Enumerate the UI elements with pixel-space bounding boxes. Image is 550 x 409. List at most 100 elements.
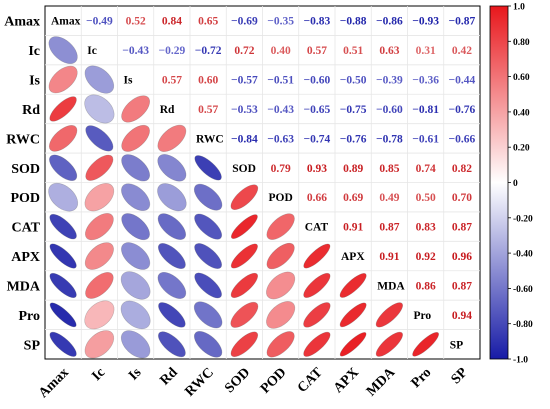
corr-ellipse	[157, 183, 187, 212]
coef-label: −0.39	[376, 75, 403, 87]
col-label-mda: MDA	[364, 365, 399, 400]
coef-label: 0.91	[379, 251, 399, 263]
colorbar-tick-label: 1.0	[513, 3, 525, 13]
diagonal-label-is: Is	[124, 75, 133, 87]
corr-ellipse	[375, 331, 403, 357]
coef-label: 0.74	[416, 163, 436, 175]
coef-label: 0.70	[452, 192, 472, 204]
corr-ellipse	[194, 331, 223, 358]
coef-label: 0.83	[416, 222, 436, 234]
coef-label: 0.52	[126, 16, 146, 28]
corr-ellipse	[157, 124, 187, 152]
coef-label: −0.84	[231, 133, 258, 145]
coef-label: 0.84	[162, 16, 182, 28]
colorbar-tick-label: -1.0	[513, 356, 528, 366]
corr-ellipse	[303, 272, 331, 298]
col-label-amax: Amax	[36, 365, 72, 401]
corr-ellipse	[375, 302, 403, 328]
corr-ellipse	[194, 272, 222, 299]
coef-label: 0.63	[379, 45, 399, 57]
corr-ellipse	[85, 213, 114, 241]
diagonal-label-apx: APX	[341, 251, 365, 263]
row-label-mda: MDA	[7, 279, 41, 294]
coef-label: 0.57	[162, 75, 182, 87]
col-label-sp: SP	[449, 365, 471, 387]
coef-label: 0.51	[343, 45, 363, 57]
coef-label: −0.43	[122, 45, 149, 57]
col-label-pro: Pro	[409, 365, 435, 391]
coef-label: 0.49	[379, 192, 399, 204]
corr-ellipse	[158, 331, 186, 358]
coef-label: −0.65	[304, 104, 331, 116]
corr-ellipse	[49, 154, 78, 181]
coef-label: −0.87	[449, 16, 476, 28]
corr-ellipse	[85, 272, 114, 299]
diagonal-label-cat: CAT	[305, 222, 329, 234]
corr-ellipse	[157, 243, 186, 269]
corr-ellipse	[266, 271, 296, 300]
coef-label: 0.93	[307, 163, 327, 175]
coef-label: 0.87	[379, 222, 399, 234]
corr-ellipse	[48, 65, 78, 94]
diagonal-label-ic: Ic	[87, 45, 97, 57]
coef-label: −0.63	[267, 133, 294, 145]
coef-label: −0.60	[376, 104, 403, 116]
corr-ellipse	[303, 243, 331, 269]
corr-ellipse	[121, 183, 151, 211]
coef-label: 0.57	[307, 45, 327, 57]
corr-ellipse	[194, 213, 223, 240]
coef-label: 0.87	[452, 222, 472, 234]
row-label-rd: Rd	[22, 103, 40, 118]
corr-ellipse	[303, 331, 331, 357]
corr-ellipse	[303, 302, 331, 328]
coef-label: −0.78	[376, 133, 403, 145]
coef-label: −0.60	[304, 75, 331, 87]
col-label-is: Is	[126, 365, 145, 384]
diagonal-label-sp: SP	[450, 339, 463, 351]
corr-ellipse	[266, 301, 296, 329]
coef-label: −0.69	[231, 16, 258, 28]
corr-ellipse	[193, 183, 223, 211]
coef-label: 0.94	[452, 310, 472, 322]
corr-ellipse	[120, 330, 151, 359]
row-label-ic: Ic	[28, 44, 40, 59]
corr-ellipse	[48, 182, 79, 212]
corr-ellipse	[339, 273, 367, 298]
coef-label: −0.66	[449, 133, 476, 145]
colorbar-tick-label: 0.60	[513, 73, 530, 83]
coef-label: 0.91	[343, 222, 363, 234]
coef-label: 0.87	[452, 280, 472, 292]
diagonal-label-pod: POD	[269, 192, 293, 204]
coef-label: −0.88	[340, 16, 367, 28]
coef-label: −0.50	[340, 75, 367, 87]
corr-ellipse	[121, 95, 150, 123]
colorbar-tick-label: -0.80	[513, 320, 533, 330]
corr-ellipse	[121, 213, 150, 241]
coef-label: 0.92	[416, 251, 436, 263]
row-label-rwc: RWC	[6, 132, 40, 147]
colorbar-tick-label: -0.40	[513, 250, 533, 260]
diagonal-label-rwc: RWC	[196, 133, 224, 145]
coef-label: −0.76	[340, 133, 367, 145]
diagonal-label-rd: Rd	[160, 104, 175, 116]
coef-label: −0.93	[412, 16, 439, 28]
row-label-sod: SOD	[11, 162, 40, 177]
col-label-sod: SOD	[222, 365, 253, 396]
col-label-ic: Ic	[89, 365, 108, 384]
coef-label: −0.51	[267, 75, 294, 87]
coef-label: 0.66	[307, 192, 327, 204]
diagonal-label-pro: Pro	[414, 310, 432, 322]
corr-ellipse	[120, 300, 151, 330]
colorbar-tick-label: 0.20	[513, 144, 530, 154]
col-label-apx: APX	[331, 365, 362, 396]
corr-ellipse	[230, 301, 259, 328]
corr-ellipse	[85, 154, 114, 181]
row-label-cat: CAT	[11, 221, 40, 236]
corr-ellipse	[230, 184, 259, 211]
diagonal-label-sod: SOD	[232, 163, 256, 175]
corr-ellipse	[266, 242, 295, 270]
corr-ellipse	[49, 302, 77, 328]
diagonal-label-amax: Amax	[51, 16, 81, 28]
coef-label: −0.43	[267, 104, 294, 116]
colorbar-tick-label: -0.20	[513, 214, 533, 224]
